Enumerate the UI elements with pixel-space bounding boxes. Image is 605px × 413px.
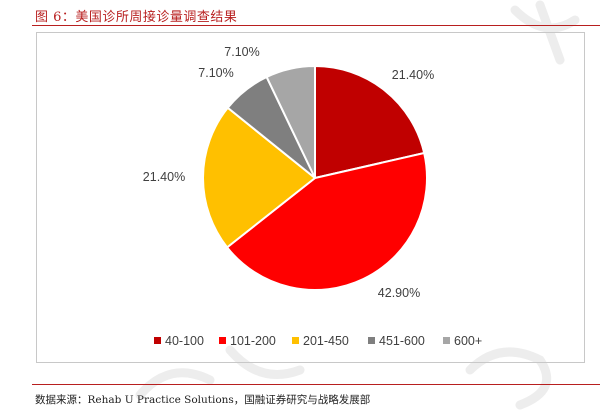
pie-slice-600+ (265, 64, 316, 179)
data-label-201-450: 21.40% (143, 170, 185, 184)
legend-label: 40-100 (165, 334, 204, 348)
source-rule (32, 384, 600, 385)
legend-item-600+: 600+ (443, 334, 482, 348)
legend-swatch (219, 337, 226, 344)
pie-slice-201-450 (202, 106, 317, 249)
legend-item-40-100: 40-100 (154, 334, 204, 348)
legend-label: 451-600 (379, 334, 425, 348)
legend-swatch (368, 337, 375, 344)
data-label-40-100: 21.40% (392, 68, 434, 82)
figure-title: 图 6：美国诊所周接诊量调查结果 (35, 10, 238, 25)
legend-swatch (154, 337, 161, 344)
data-labels: 21.40% 42.90% 21.40% 7.10% 7.10% (143, 45, 434, 300)
legend-item-451-600: 451-600 (368, 334, 425, 348)
data-label-101-200: 42.90% (378, 286, 420, 300)
title-rule (32, 25, 600, 26)
chart-legend: 40-100 101-200 201-450 451-600 600+ (154, 334, 482, 348)
legend-item-201-450: 201-450 (292, 334, 349, 348)
chart-frame (36, 32, 585, 363)
data-label-451-600: 7.10% (198, 66, 233, 80)
pie-slice-101-200 (225, 151, 428, 291)
legend-swatch (443, 337, 450, 344)
legend-swatch (292, 337, 299, 344)
data-label-600+: 7.10% (224, 45, 259, 59)
legend-label: 101-200 (230, 334, 276, 348)
legend-item-101-200: 101-200 (219, 334, 276, 348)
legend-label: 201-450 (303, 334, 349, 348)
legend-label: 600+ (454, 334, 482, 348)
source-note: 数据来源：Rehab U Practice Solutions，国融证券研究与战… (35, 394, 371, 406)
pie-slice-40-100 (314, 64, 426, 180)
pie-slices (202, 64, 428, 291)
